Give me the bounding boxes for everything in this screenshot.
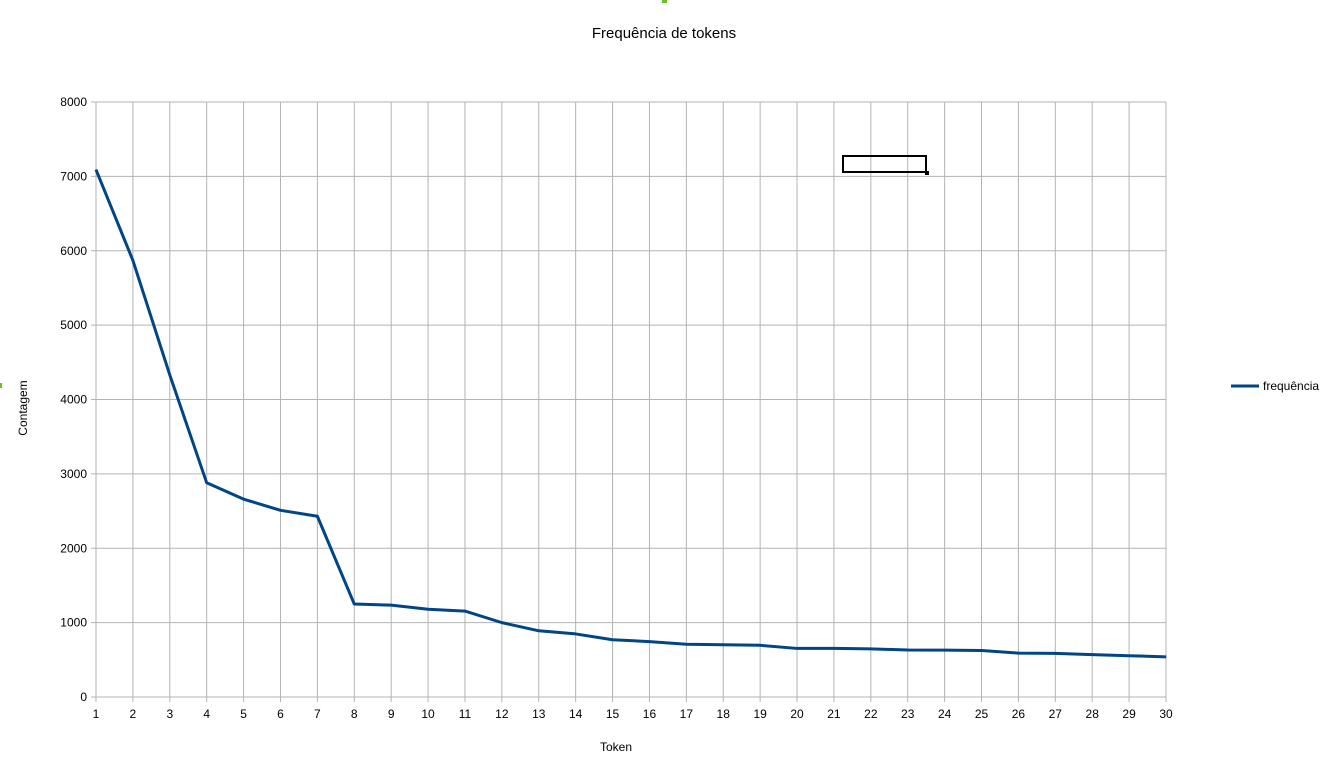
- data-point: [833, 647, 835, 649]
- x-tick-label: 17: [680, 707, 694, 721]
- x-tick-label: 22: [864, 707, 878, 721]
- data-point: [95, 169, 97, 171]
- y-tick-label: 6000: [60, 244, 87, 258]
- x-tick-label: 25: [975, 707, 989, 721]
- y-tick-label: 7000: [60, 169, 87, 183]
- data-point: [722, 644, 724, 646]
- selection-handle-top: [662, 0, 667, 3]
- x-tick-label: 6: [277, 707, 284, 721]
- x-tick-label: 12: [495, 707, 509, 721]
- data-point: [796, 647, 798, 649]
- data-point: [981, 650, 983, 652]
- x-tick-label: 18: [717, 707, 731, 721]
- y-tick-label: 0: [80, 690, 87, 704]
- legend: frequência: [1231, 379, 1319, 393]
- x-tick-label: 10: [421, 707, 435, 721]
- x-tick-label: 2: [130, 707, 137, 721]
- data-point: [870, 648, 872, 650]
- series-layer: [94, 169, 1167, 659]
- y-tick-label: 4000: [60, 393, 87, 407]
- data-point: [612, 639, 614, 641]
- x-tick-label: 3: [166, 707, 173, 721]
- x-tick-label: 5: [240, 707, 247, 721]
- data-point: [1054, 652, 1056, 654]
- legend-label: frequência: [1263, 379, 1319, 393]
- data-point: [685, 643, 687, 645]
- x-tick-label: 28: [1086, 707, 1100, 721]
- x-tick-label: 26: [1012, 707, 1026, 721]
- x-tick-label: 19: [753, 707, 767, 721]
- y-tick-label: 2000: [60, 541, 87, 555]
- data-point: [1165, 656, 1167, 658]
- data-point: [316, 515, 318, 517]
- x-tick-labels: 1 2 3 4 5 6 7 8 9 10 11 12 13 14 15 16 17 18 19 20 21 22 23 24 2…: [93, 707, 1173, 721]
- data-point: [944, 649, 946, 651]
- x-axis-title: Token: [600, 740, 632, 754]
- chart-title: Frequência de tokens: [592, 25, 736, 42]
- x-tick-label: 13: [532, 707, 546, 721]
- data-point: [1128, 655, 1130, 657]
- y-tick-label: 3000: [60, 467, 87, 481]
- data-point: [206, 482, 208, 484]
- series-line-1: [94, 169, 1167, 659]
- y-axis-title: Contagem: [16, 380, 30, 435]
- x-tick-label: 20: [790, 707, 804, 721]
- data-point: [538, 630, 540, 632]
- x-tick-label: 16: [643, 707, 657, 721]
- data-point: [390, 604, 392, 606]
- y-tick-label: 1000: [60, 616, 87, 630]
- grid-lines: [91, 101, 1167, 702]
- data-point: [243, 498, 245, 500]
- x-tick-label: 21: [827, 707, 841, 721]
- y-tick-label: 8000: [60, 95, 87, 109]
- data-point: [501, 622, 503, 624]
- data-point: [648, 641, 650, 643]
- x-tick-label: 23: [901, 707, 915, 721]
- x-tick-label: 7: [314, 707, 321, 721]
- x-tick-label: 8: [351, 707, 358, 721]
- y-tick-label: 5000: [60, 318, 87, 332]
- x-tick-label: 29: [1122, 707, 1136, 721]
- data-point: [132, 259, 134, 261]
- x-tick-label: 30: [1159, 707, 1173, 721]
- x-tick-label: 1: [93, 707, 100, 721]
- data-point: [1017, 652, 1019, 654]
- x-tick-label: 4: [203, 707, 210, 721]
- data-point: [279, 509, 281, 511]
- y-tick-labels: 0 1000 2000 3000 4000 5000 6000 7000 8000: [60, 95, 87, 704]
- data-point: [353, 603, 355, 605]
- x-tick-label: 24: [938, 707, 952, 721]
- data-point: [169, 374, 171, 376]
- selection-handle-left: [0, 383, 2, 388]
- data-point: [427, 608, 429, 610]
- x-tick-label: 27: [1049, 707, 1063, 721]
- selection-box-handle[interactable]: [925, 171, 929, 175]
- x-tick-label: 9: [388, 707, 395, 721]
- data-point: [1091, 654, 1093, 656]
- data-point: [759, 644, 761, 646]
- x-tick-label: 15: [606, 707, 620, 721]
- data-point: [907, 649, 909, 651]
- data-point: [464, 610, 466, 612]
- selection-box[interactable]: [842, 155, 927, 173]
- x-tick-label: 11: [459, 707, 472, 721]
- data-point: [575, 633, 577, 635]
- x-tick-label: 14: [569, 707, 583, 721]
